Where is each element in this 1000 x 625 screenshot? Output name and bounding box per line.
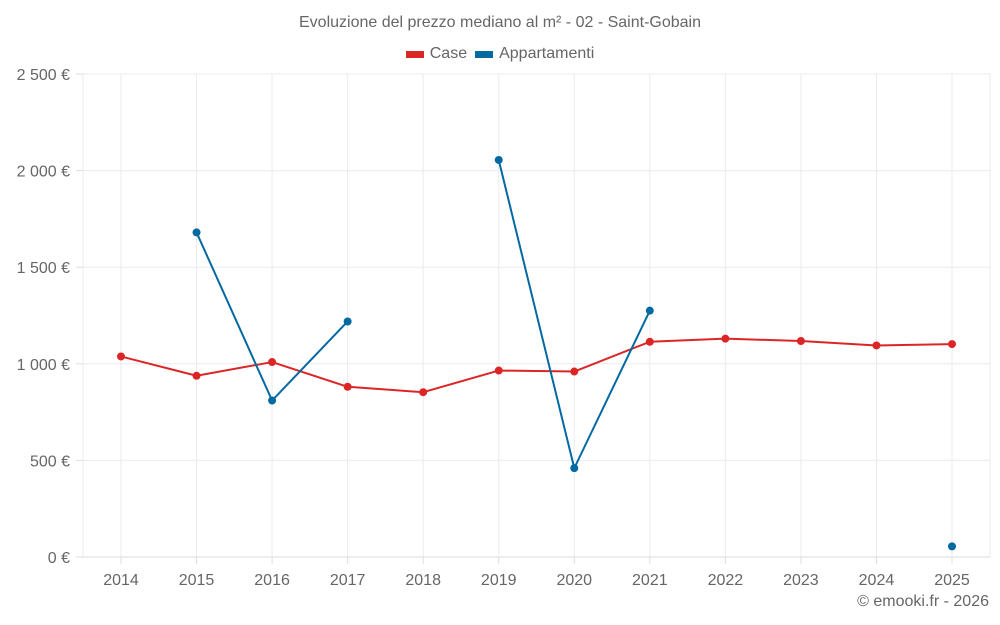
data-point-appartamenti-2020[interactable] [570,464,579,473]
data-point-case-2018[interactable] [419,388,428,397]
legend-label-appartamenti: Appartamenti [499,45,595,62]
x-tick-label: 2016 [254,572,290,589]
legend-swatch-case [405,50,424,58]
x-tick-label: 2024 [859,572,895,589]
axes [82,74,991,557]
chart-legend: Case Appartamenti [0,45,1000,63]
y-tick-label: 0 € [48,550,70,567]
grid-lines [83,73,990,558]
data-point-case-2016[interactable] [268,358,277,367]
data-point-case-2022[interactable] [721,334,730,343]
series-appartamenti [192,155,956,551]
x-tick-label: 2025 [934,572,970,589]
legend-swatch-appartamenti [475,50,494,58]
data-point-case-2014[interactable] [117,352,125,361]
x-tick-label: 2021 [632,572,668,589]
x-tick-label: 2017 [330,572,366,589]
y-tick-label: 2 000 € [17,164,70,181]
chart-title: Evoluzione del prezzo mediano al m² - 02… [299,14,701,31]
copyright-footer: © emooki.fr - 2026 [857,593,989,610]
x-tick-label: 2018 [405,572,441,589]
data-point-appartamenti-2019[interactable] [494,155,503,164]
legend-item-case[interactable]: Case [405,45,468,63]
x-tick-label: 2023 [783,572,819,589]
data-point-appartamenti-2025[interactable] [948,542,956,551]
x-tick-label: 2020 [556,572,592,589]
y-axis-ticks: 0 € 500 € 1 000 € 1 500 € 2 000 € 2 500 € [17,67,83,567]
data-point-case-2020[interactable] [570,367,579,376]
data-point-appartamenti-2016[interactable] [268,396,277,405]
y-tick-label: 1 000 € [17,357,70,374]
legend-item-appartamenti[interactable]: Appartamenti [475,45,594,63]
data-point-case-2021[interactable] [645,337,654,346]
data-point-case-2025[interactable] [948,340,956,349]
data-point-case-2019[interactable] [494,366,503,375]
y-tick-label: 2 500 € [17,67,70,84]
x-tick-label: 2019 [481,572,517,589]
data-point-appartamenti-2021[interactable] [645,306,654,315]
y-tick-label: 500 € [30,453,70,470]
series-line-case [120,337,953,394]
data-point-case-2024[interactable] [872,341,881,350]
x-tick-label: 2014 [103,572,139,589]
data-point-case-2017[interactable] [343,382,352,391]
y-tick-label: 1 500 € [17,260,70,277]
series-case [117,334,956,397]
x-axis-ticks: 2014 2015 2016 2017 2018 2019 2020 2021 2022 2023… [103,557,970,589]
legend-label-case: Case [429,45,468,62]
data-point-case-2023[interactable] [796,337,805,346]
x-tick-label: 2022 [708,572,744,589]
data-point-appartamenti-2015[interactable] [192,228,201,237]
data-point-appartamenti-2017[interactable] [343,317,352,326]
x-tick-label: 2015 [179,572,215,589]
data-point-case-2015[interactable] [192,371,201,380]
series-group [117,155,956,551]
